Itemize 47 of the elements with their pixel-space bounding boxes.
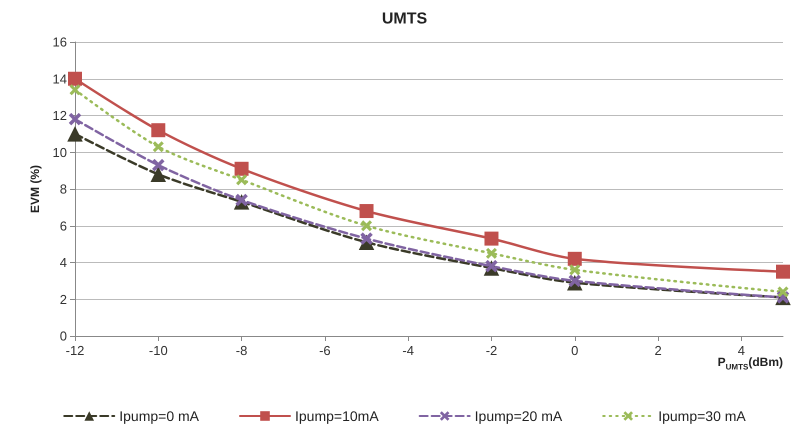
point (568, 252, 582, 266)
x-tick-label: -8 (236, 343, 248, 358)
y-tick-label: 6 (60, 218, 67, 234)
legend-label: Ipump=0 mA (119, 408, 200, 424)
point (361, 220, 372, 232)
x-tick-label: 0 (571, 343, 578, 358)
legend-label: Ipump=20 mA (474, 408, 563, 424)
point (235, 194, 248, 206)
point (152, 158, 165, 172)
y-tick-label: 2 (60, 292, 67, 307)
x-tick-label: -10 (148, 343, 168, 358)
point (152, 141, 164, 152)
point (67, 126, 83, 142)
legend-label: Ipump=30 mA (658, 408, 746, 424)
point (484, 232, 498, 246)
point (568, 274, 582, 288)
point (778, 286, 788, 298)
y-tick-label: 8 (60, 182, 67, 196)
x-tick-label: -4 (402, 343, 414, 358)
y-tick-label: 10 (52, 144, 67, 160)
y-tick-label: 16 (52, 34, 67, 50)
point (151, 123, 166, 138)
y-tick-label: 12 (52, 108, 67, 123)
point (234, 162, 249, 176)
y-tick-label: 0 (60, 328, 67, 344)
legend-label: Ipump=10mA (295, 408, 380, 424)
x-tick-label: -2 (486, 343, 498, 358)
x-tick-label: -12 (66, 343, 84, 358)
x-tick-label: 2 (654, 343, 662, 358)
x-tick-label: -6 (319, 343, 331, 358)
point (236, 174, 248, 186)
y-tick-label: 14 (52, 71, 67, 86)
x-tick-label: 4 (738, 343, 745, 358)
point (150, 166, 166, 182)
point (569, 264, 580, 276)
chart-title: UMTS (382, 10, 428, 28)
x-axis-title: P$_{UMTS}$(dBm) (718, 355, 783, 372)
point (68, 112, 82, 126)
point (776, 264, 790, 279)
point (360, 232, 373, 245)
point (486, 248, 497, 259)
point (68, 72, 82, 86)
y-tick-label: 4 (60, 255, 67, 270)
point (360, 204, 374, 218)
point (485, 260, 498, 272)
y-axis-title: EVM (%) (28, 164, 42, 213)
point (70, 84, 80, 96)
